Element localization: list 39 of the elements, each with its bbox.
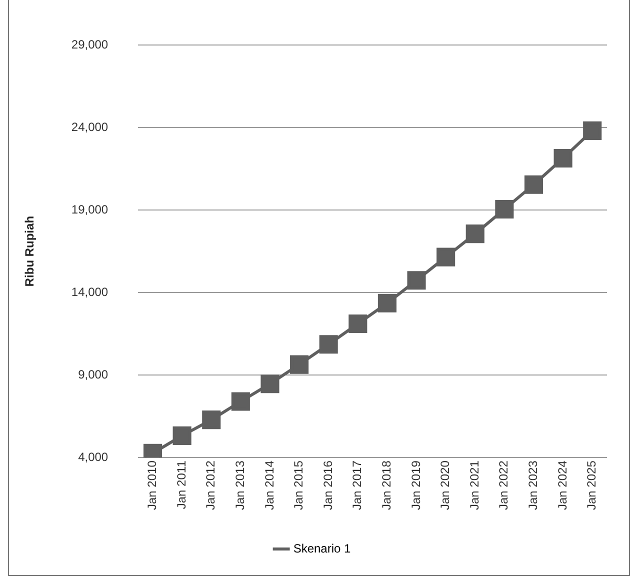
y-tick-label: 4,000 <box>78 450 108 464</box>
x-tick-label: Jan 2022 <box>496 460 511 510</box>
point <box>583 121 602 140</box>
x-tick-label: Jan 2019 <box>408 460 423 510</box>
point <box>407 271 426 290</box>
x-tick-label: Jan 2013 <box>232 460 247 510</box>
point <box>319 335 338 354</box>
y-tick-label: 24,000 <box>71 120 108 134</box>
point <box>524 175 544 194</box>
x-tick-label: Jan 2025 <box>584 460 599 510</box>
point <box>466 224 484 244</box>
x-tick-label: Jan 2023 <box>526 460 540 510</box>
x-tick-label: Jan 2010 <box>145 460 160 510</box>
x-tick-label: Jan 2020 <box>438 460 452 510</box>
x-tick-label: Jan 2021 <box>467 460 482 510</box>
y-tick-label: 9,000 <box>78 367 108 382</box>
point <box>202 410 221 430</box>
x-tick-label: Jan 2012 <box>204 460 218 510</box>
x-tick-label: Jan 2018 <box>380 460 394 510</box>
y-tick-label: 14,000 <box>71 284 108 299</box>
x-tick-label: Jan 2015 <box>292 460 306 510</box>
x-tick-label: Jan 2024 <box>555 460 570 510</box>
point <box>378 294 396 312</box>
x-tick-label: Jan 2011 <box>174 460 188 510</box>
legend-label: Skenario 1 <box>293 541 352 556</box>
x-tick-label: Jan 2016 <box>320 460 335 510</box>
point <box>172 426 192 445</box>
y-axis-title: Ribu Rupiah <box>22 216 37 287</box>
point <box>348 314 368 334</box>
x-tick-label: Jan 2017 <box>350 460 364 510</box>
point <box>436 248 456 266</box>
point <box>260 374 280 394</box>
point <box>554 148 572 168</box>
y-tick-label: 29,000 <box>71 37 108 52</box>
point <box>290 355 309 374</box>
point <box>495 200 514 218</box>
y-tick-label: 19,000 <box>71 202 108 216</box>
point <box>231 392 250 411</box>
x-tick-label: Jan 2014 <box>262 460 276 510</box>
